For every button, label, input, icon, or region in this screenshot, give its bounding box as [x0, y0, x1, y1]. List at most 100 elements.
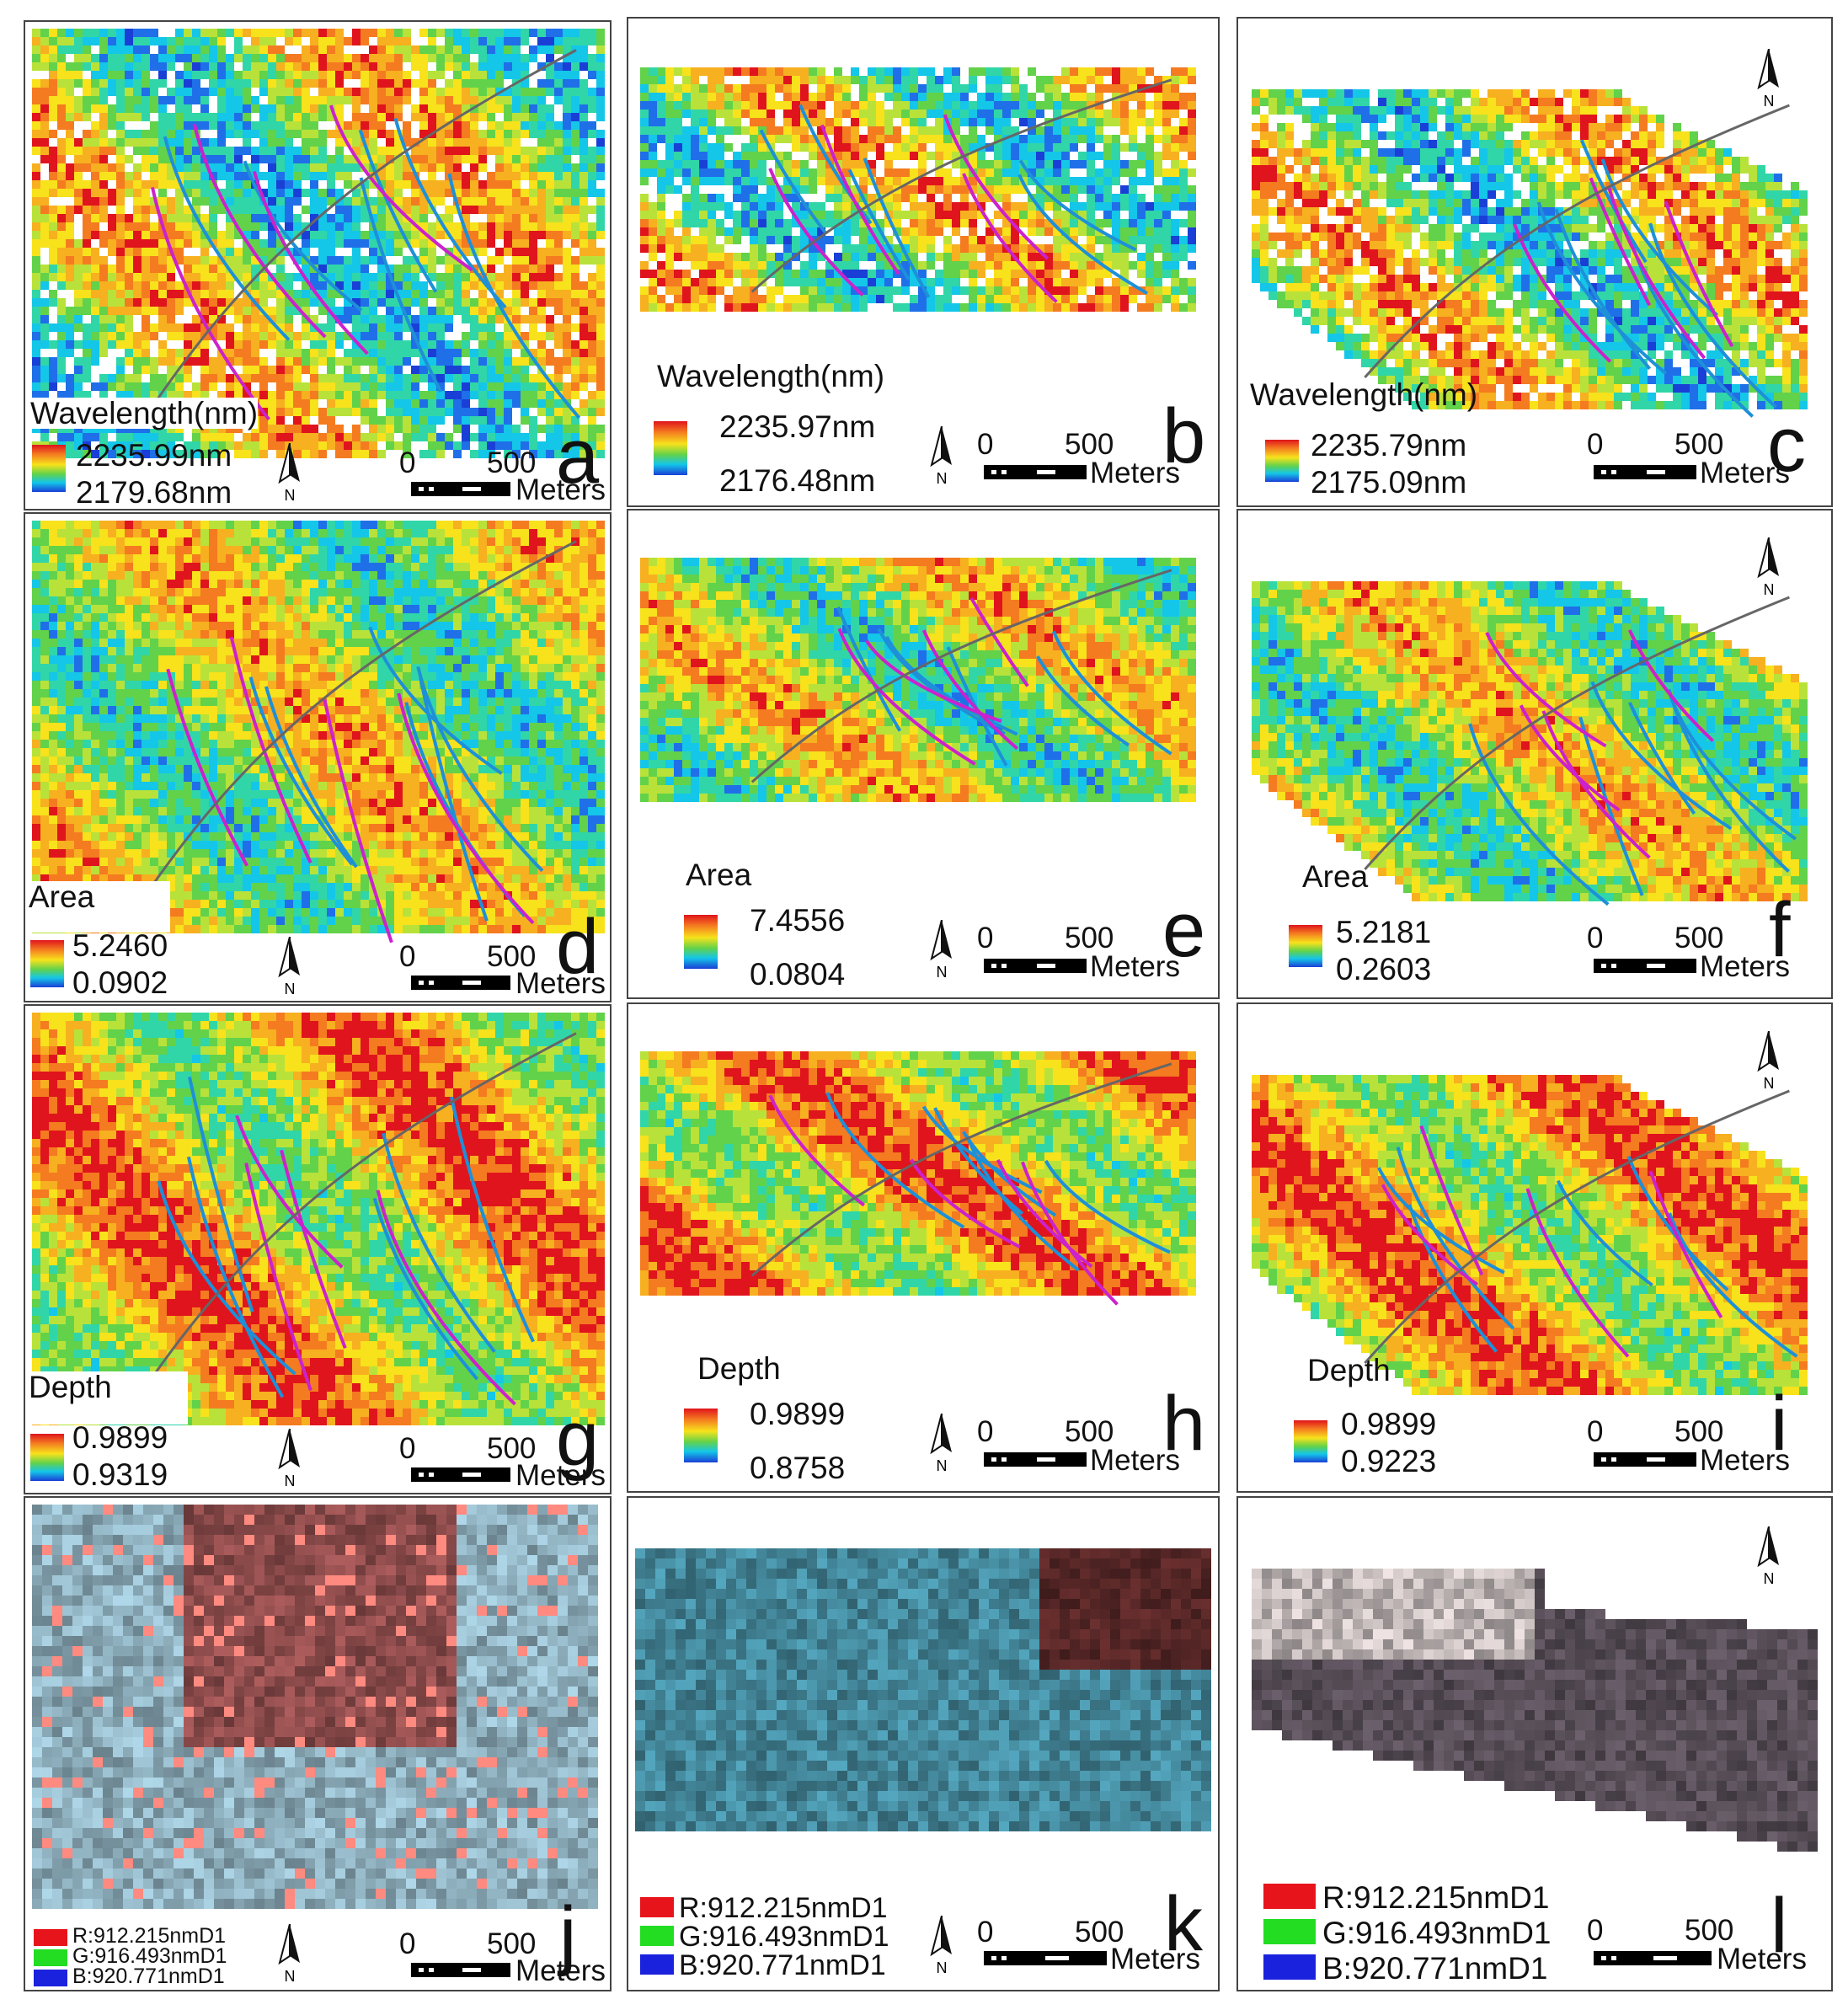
panel-letter: c	[1767, 406, 1806, 484]
scale-bar	[1594, 1452, 1696, 1467]
legend-min: 0.8758	[750, 1452, 845, 1483]
legend-band-b: B:920.771nmD1	[72, 1966, 225, 1987]
legend-max: 5.2181	[1336, 917, 1431, 948]
legend-red-swatch	[1263, 1884, 1316, 1909]
raster-map-i	[1252, 1075, 1808, 1395]
legend-blue-swatch	[34, 1970, 67, 1986]
legend-min: 0.0902	[72, 967, 168, 998]
legend-blue-swatch	[1263, 1954, 1316, 1980]
scale-unit: Meters	[515, 475, 606, 505]
scale-unit: Meters	[1090, 458, 1180, 488]
legend-min: 2179.68nm	[76, 477, 232, 508]
scale-unit: Meters	[515, 969, 606, 998]
legend-min: 2176.48nm	[719, 465, 875, 496]
scale-unit: Meters	[1090, 1446, 1180, 1475]
legend-color-ramp	[1294, 1420, 1327, 1462]
north-arrow-icon: N	[923, 919, 960, 981]
scale-zero: 0	[977, 923, 993, 953]
raster-map-c	[1252, 89, 1808, 418]
legend-title: Wavelength(nm)	[1250, 379, 1477, 410]
legend-blue-swatch	[640, 1954, 674, 1975]
scale-zero: 0	[977, 1917, 993, 1947]
legend-color-ramp	[684, 1409, 718, 1462]
scale-zero: 0	[1587, 430, 1603, 459]
raster-map-e	[640, 558, 1196, 802]
scale-bar	[984, 465, 1087, 479]
legend-max: 2235.79nm	[1311, 430, 1466, 461]
panel-i: N Depth 0.9899 0.9223 0 500 Meters i	[1236, 1002, 1833, 1493]
legend-color-ramp	[654, 421, 687, 475]
north-arrow-icon: N	[923, 1915, 960, 1976]
legend-band-b: B:920.771nmD1	[679, 1951, 886, 1980]
legend-title: Area	[686, 859, 751, 890]
scale-bar	[411, 1963, 510, 1977]
legend-title: Area	[1302, 861, 1368, 892]
rgb-composite-map-k	[635, 1548, 1211, 1831]
scale-zero: 0	[399, 1929, 415, 1959]
scale-zero: 0	[977, 430, 993, 459]
scale-zero: 0	[399, 942, 415, 971]
legend-green-swatch	[34, 1949, 67, 1966]
scale-unit: Meters	[1717, 1944, 1807, 1974]
scale-bar	[1594, 1951, 1712, 1965]
north-arrow-icon: N	[1750, 537, 1787, 598]
scale-unit: Meters	[515, 1461, 606, 1490]
north-arrow-icon: N	[1750, 48, 1787, 110]
svg-text:N: N	[937, 470, 948, 487]
legend-max: 5.2460	[72, 930, 168, 961]
scale-bar	[984, 1452, 1087, 1467]
north-arrow-icon: N	[1750, 1030, 1787, 1092]
raster-map-d	[32, 521, 605, 944]
legend-color-ramp	[1265, 440, 1299, 482]
legend-min: 0.9223	[1341, 1446, 1436, 1477]
north-arrow-icon: N	[271, 1428, 308, 1489]
scale-500: 500	[1075, 1917, 1124, 1947]
panel-letter: a	[556, 418, 599, 495]
panel-letter: g	[556, 1400, 599, 1478]
scale-unit: Meters	[515, 1956, 606, 1986]
legend-band-g: G:916.493nmD1	[1322, 1917, 1552, 1949]
legend-max: 0.9899	[72, 1422, 168, 1453]
scale-bar	[1594, 959, 1696, 973]
panel-letter: b	[1162, 398, 1205, 475]
legend-band-b: B:920.771nmD1	[1322, 1953, 1547, 1984]
scale-zero: 0	[399, 1434, 415, 1463]
rgb-composite-map-l	[1252, 1569, 1818, 1852]
north-arrow-icon: N	[271, 936, 308, 997]
scale-unit: Meters	[1090, 952, 1180, 981]
legend-max: 0.9899	[750, 1398, 845, 1430]
panel-g: Depth 0.9899 0.9319 N 0 500 Meters g	[24, 1004, 612, 1494]
scale-unit: Meters	[1700, 458, 1790, 488]
legend-title: Wavelength(nm)	[30, 398, 259, 429]
north-arrow-icon: N	[923, 1413, 960, 1474]
scale-unit: Meters	[1700, 1446, 1790, 1475]
scale-500: 500	[1674, 430, 1723, 459]
panel-f: N Area 5.2181 0.2603 0 500 Meters f	[1236, 509, 1833, 999]
raster-map-a	[32, 29, 605, 458]
legend-red-swatch	[34, 1929, 67, 1946]
scale-500: 500	[1674, 1417, 1723, 1446]
legend-green-swatch	[640, 1926, 674, 1946]
panel-h: Depth 0.9899 0.8758 N 0 500 Meters h	[627, 1002, 1220, 1493]
panel-b: Wavelength(nm) 2235.97nm 2176.48nm N 0 5…	[627, 17, 1220, 507]
scale-500: 500	[1674, 923, 1723, 953]
panel-letter: e	[1162, 891, 1205, 969]
raster-map-h	[640, 1051, 1196, 1306]
scale-500: 500	[1065, 923, 1114, 953]
legend-color-ramp	[1289, 925, 1322, 967]
legend-min: 0.9319	[72, 1459, 168, 1490]
scale-500: 500	[1065, 430, 1114, 459]
scale-500: 500	[1065, 1417, 1114, 1446]
scale-zero: 0	[977, 1417, 993, 1446]
legend-band-r: R:912.215nmD1	[1322, 1882, 1549, 1913]
north-arrow-icon: N	[1750, 1526, 1787, 1587]
legend-color-ramp	[684, 915, 718, 969]
north-arrow-icon: N	[271, 1923, 308, 1985]
scale-500: 500	[487, 942, 536, 971]
legend-max: 2235.99nm	[76, 440, 232, 471]
scale-unit: Meters	[1110, 1944, 1200, 1974]
legend-color-ramp	[30, 1434, 64, 1481]
legend-title: Depth	[1307, 1355, 1391, 1386]
legend-title: Depth	[697, 1353, 781, 1384]
panel-c: N Wavelength(nm) 2235.79nm 2175.09nm 0 5…	[1236, 17, 1833, 507]
